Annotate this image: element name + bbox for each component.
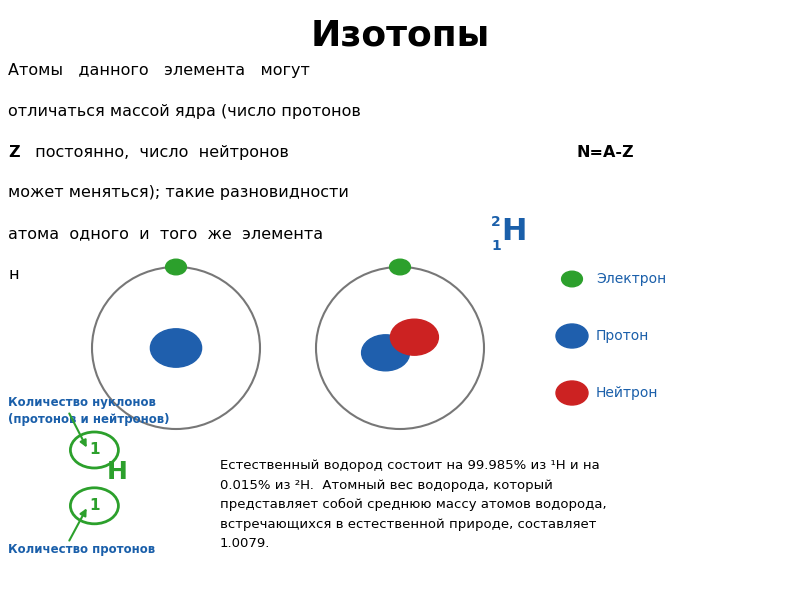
Text: Нейтрон: Нейтрон (596, 386, 658, 400)
Text: N=A-Z: N=A-Z (576, 145, 634, 160)
Circle shape (390, 259, 410, 275)
Circle shape (390, 319, 438, 355)
Text: 1: 1 (89, 498, 100, 513)
Text: 1: 1 (491, 239, 501, 253)
Text: H: H (106, 460, 127, 484)
Text: Естественный водород состоит на 99.985% из ¹H и на
0.015% из ²H.  Атомный вес во: Естественный водород состоит на 99.985% … (220, 459, 606, 550)
Text: может меняться); такие разновидности: может меняться); такие разновидности (8, 185, 349, 200)
Text: постоянно,  число  нейтронов: постоянно, число нейтронов (30, 145, 299, 160)
Text: Количество протонов: Количество протонов (8, 542, 155, 556)
Circle shape (150, 329, 202, 367)
Text: атома  одного  и  того  же  элемента: атома одного и того же элемента (8, 226, 323, 241)
Text: Z: Z (8, 145, 20, 160)
Text: н: н (8, 267, 18, 282)
Text: Количество нуклонов
(протонов и нейтронов): Количество нуклонов (протонов и нейтроно… (8, 396, 170, 426)
Text: Электрон: Электрон (596, 272, 666, 286)
Text: Атомы   данного   элемента   могут: Атомы данного элемента могут (8, 63, 310, 78)
Circle shape (556, 324, 588, 348)
Text: Изотопы: Изотопы (310, 18, 490, 52)
Text: 1: 1 (89, 443, 100, 457)
Text: H: H (501, 217, 526, 246)
Circle shape (556, 381, 588, 405)
Text: Протон: Протон (596, 329, 650, 343)
Circle shape (166, 259, 186, 275)
Text: 2: 2 (491, 215, 501, 229)
Circle shape (362, 335, 410, 371)
Text: отличаться массой ядра (число протонов: отличаться массой ядра (число протонов (8, 104, 361, 119)
Circle shape (562, 271, 582, 287)
